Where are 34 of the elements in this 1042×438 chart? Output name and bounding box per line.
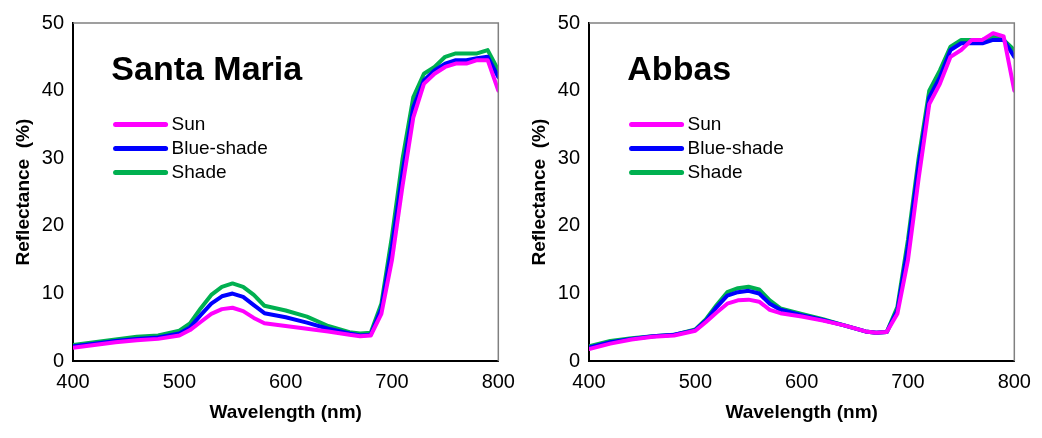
y-tick-label: 40 xyxy=(41,78,65,101)
y-tick-label: 10 xyxy=(557,281,581,304)
y-axis-title: Reflectance (%) xyxy=(11,118,33,266)
x-tick-label: 400 xyxy=(56,369,90,392)
y-tick-label: 20 xyxy=(41,213,65,236)
legend-label: Shade xyxy=(687,160,743,182)
y-tick-label: 10 xyxy=(41,281,65,304)
legend-label: Sun xyxy=(687,112,722,134)
y-tick-label: 0 xyxy=(52,348,65,371)
legend-label: Sun xyxy=(171,112,206,134)
x-axis-title: Wavelength (nm) xyxy=(209,400,362,422)
x-tick-label: 700 xyxy=(375,369,409,392)
x-tick-label: 600 xyxy=(784,369,819,392)
y-tick-label: 20 xyxy=(557,213,581,236)
y-tick-label: 30 xyxy=(557,145,581,168)
y-tick-label: 50 xyxy=(41,10,65,33)
text: Santa Maria xyxy=(111,48,304,87)
y-tick-label: 50 xyxy=(557,10,581,33)
y-axis-title: Reflectance (%) xyxy=(527,118,549,266)
x-tick-label: 400 xyxy=(572,369,606,392)
y-tick-label: 0 xyxy=(568,348,581,371)
x-tick-label: 500 xyxy=(162,369,197,392)
y-tick-label: 30 xyxy=(41,145,65,168)
x-tick-label: 600 xyxy=(268,369,303,392)
x-tick-label: 800 xyxy=(997,369,1031,392)
x-tick-label: 700 xyxy=(891,369,925,392)
y-tick-label: 40 xyxy=(557,78,581,101)
text: Abbas xyxy=(627,48,732,87)
x-axis-title: Wavelength (nm) xyxy=(725,400,878,422)
legend-label: Blue-shade xyxy=(687,136,784,158)
x-tick-label: 800 xyxy=(481,369,515,392)
x-tick-label: 500 xyxy=(678,369,713,392)
legend-label: Blue-shade xyxy=(171,136,268,158)
legend-label: Shade xyxy=(171,160,227,182)
